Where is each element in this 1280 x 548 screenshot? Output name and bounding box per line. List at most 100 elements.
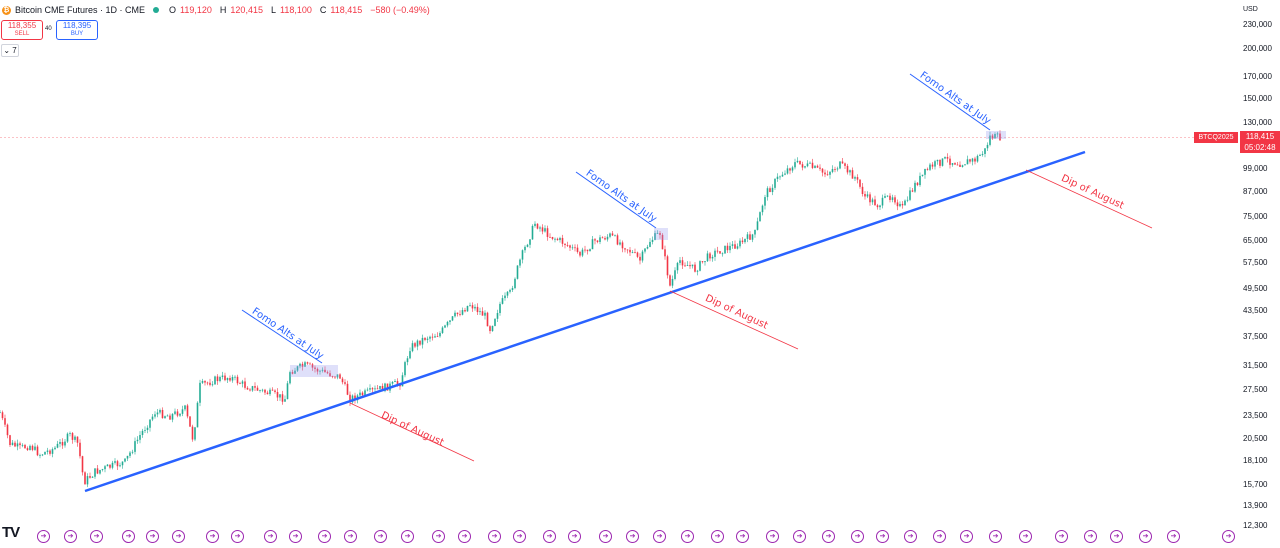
candle [869,194,871,203]
candle [559,237,561,241]
event-arrow-icon[interactable]: ➔ [736,530,749,543]
candle [956,164,959,166]
candle [871,199,874,203]
event-arrow-icon[interactable]: ➔ [172,530,185,543]
event-arrow-icon[interactable]: ➔ [1110,530,1123,543]
price-tick-label: 49,500 [1243,284,1268,293]
candle [851,170,854,179]
fomo-arrow[interactable] [909,73,991,131]
support-trendline[interactable] [84,150,1086,493]
candle [146,427,149,430]
event-arrow-icon[interactable]: ➔ [1167,530,1180,543]
event-arrow-icon[interactable]: ➔ [344,530,357,543]
candle [569,245,571,248]
candle [739,240,741,247]
candle [149,419,151,428]
event-arrow-icon[interactable]: ➔ [264,530,277,543]
event-arrow-icon[interactable]: ➔ [488,530,501,543]
event-arrow-icon[interactable]: ➔ [653,530,666,543]
event-arrow-icon[interactable]: ➔ [1139,530,1152,543]
candle [631,252,634,253]
sell-button[interactable]: 118,355 SELL [1,20,43,40]
price-tick-label: 20,500 [1243,434,1268,443]
event-arrow-icon[interactable]: ➔ [374,530,387,543]
event-arrow-icon[interactable]: ➔ [206,530,219,543]
event-arrow-icon[interactable]: ➔ [37,530,50,543]
event-arrow-icon[interactable]: ➔ [289,530,302,543]
candle [19,443,21,446]
candle [736,246,739,249]
ohlc-open-key: O [169,5,177,15]
event-arrow-icon[interactable]: ➔ [1222,530,1235,543]
event-arrow-icon[interactable]: ➔ [960,530,973,543]
candle [946,157,949,159]
candle [186,405,189,417]
candle [136,439,139,442]
event-arrow-icon[interactable]: ➔ [681,530,694,543]
price-tick-label: 18,100 [1243,456,1268,465]
event-arrow-icon[interactable]: ➔ [989,530,1002,543]
candle [991,135,994,139]
currency-selector[interactable]: USD [1243,6,1258,13]
candle [964,164,966,166]
candle [489,326,491,332]
price-tick-label: 230,000 [1243,20,1272,29]
event-arrow-icon[interactable]: ➔ [122,530,135,543]
event-arrow-icon[interactable]: ➔ [766,530,779,543]
candle [574,247,576,249]
event-arrow-icon[interactable]: ➔ [231,530,244,543]
event-arrow-icon[interactable]: ➔ [90,530,103,543]
candle [936,159,939,162]
event-arrow-icon[interactable]: ➔ [904,530,917,543]
event-arrow-icon[interactable]: ➔ [432,530,445,543]
candle [51,449,54,454]
event-arrow-icon[interactable]: ➔ [822,530,835,543]
candle [584,249,586,251]
dip-line[interactable] [669,290,799,350]
event-arrow-icon[interactable]: ➔ [711,530,724,543]
candle [731,244,734,246]
event-arrow-icon[interactable]: ➔ [458,530,471,543]
fomo-arrow[interactable] [241,309,323,364]
event-arrow-icon[interactable]: ➔ [599,530,612,543]
event-arrow-icon[interactable]: ➔ [64,530,77,543]
event-arrow-icon[interactable]: ➔ [1019,530,1032,543]
event-arrow-icon[interactable]: ➔ [146,530,159,543]
candle [866,194,869,197]
indicators-collapse-button[interactable]: ⌄ 7 [1,44,19,57]
candle [546,228,549,237]
dip-line[interactable] [349,402,475,462]
event-arrow-icon[interactable]: ➔ [513,530,526,543]
event-arrow-icon[interactable]: ➔ [933,530,946,543]
event-arrow-icon[interactable]: ➔ [318,530,331,543]
event-arrow-icon[interactable]: ➔ [543,530,556,543]
candle [349,394,351,403]
event-arrow-icon[interactable]: ➔ [1055,530,1068,543]
candle [341,378,344,383]
candle [226,377,229,381]
candle [519,259,521,266]
candle [551,236,554,239]
candle [741,240,744,243]
candle [854,177,856,179]
fomo-arrow[interactable] [575,171,657,229]
candle [359,392,361,396]
event-arrow-icon[interactable]: ➔ [851,530,864,543]
highlight-box [290,365,338,377]
candle [604,238,606,240]
candle [164,416,166,419]
event-arrow-icon[interactable]: ➔ [876,530,889,543]
symbol-title[interactable]: Bitcoin CME Futures · 1D · CME [15,5,146,15]
candle [386,383,389,391]
event-arrow-icon[interactable]: ➔ [793,530,806,543]
tradingview-logo[interactable]: TV [2,524,20,541]
dip-line[interactable] [1025,169,1153,229]
candle [979,154,981,156]
buy-button[interactable]: 118,395 BUY [56,20,98,40]
event-arrow-icon[interactable]: ➔ [626,530,639,543]
event-arrow-icon[interactable]: ➔ [1084,530,1097,543]
event-arrow-icon[interactable]: ➔ [401,530,414,543]
candle [556,238,559,241]
event-arrow-icon[interactable]: ➔ [568,530,581,543]
